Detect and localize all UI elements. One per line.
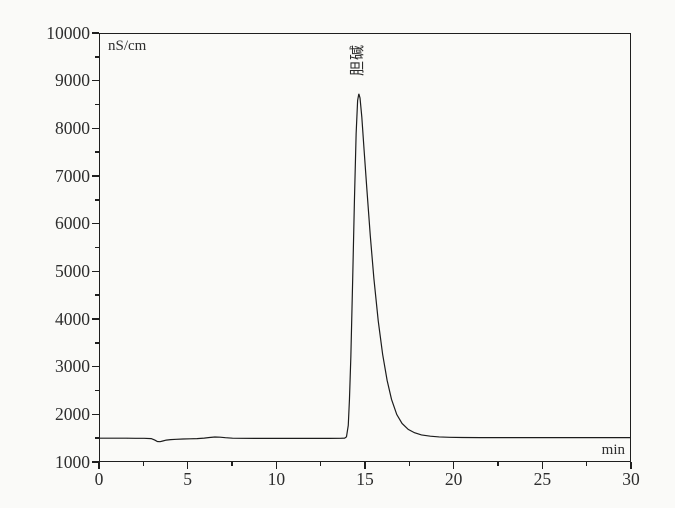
y-minor-tick <box>95 199 99 201</box>
y-major-tick <box>92 365 99 368</box>
y-tick-label: 10000 <box>46 22 90 43</box>
y-major-tick <box>92 127 99 130</box>
x-major-tick <box>452 462 455 469</box>
y-major-tick <box>92 318 99 320</box>
y-major-tick <box>92 222 99 225</box>
y-major-tick <box>92 413 99 416</box>
y-minor-tick <box>95 389 99 392</box>
x-tick-label: 15 <box>356 469 374 489</box>
y-major-tick <box>92 175 99 177</box>
plot-area: nS/cm min <box>99 33 631 462</box>
x-tick-label: 30 <box>622 469 640 489</box>
x-major-tick <box>186 462 189 469</box>
x-minor-tick <box>408 462 411 466</box>
y-minor-tick <box>95 294 99 296</box>
x-tick-label: 20 <box>444 469 463 489</box>
x-minor-tick <box>231 462 233 466</box>
x-minor-tick <box>142 462 145 466</box>
x-major-tick <box>630 462 632 469</box>
x-major-tick <box>541 462 544 469</box>
y-minor-tick <box>95 246 99 249</box>
y-minor-tick <box>95 342 99 344</box>
y-tick-label: 7000 <box>55 165 90 186</box>
y-tick-label: 8000 <box>55 117 90 138</box>
y-major-tick <box>92 270 99 273</box>
x-major-tick <box>275 462 278 469</box>
trace-polyline <box>100 93 630 443</box>
y-tick-label: 1000 <box>55 451 90 472</box>
x-axis-unit-label: min <box>601 442 625 458</box>
y-minor-tick <box>95 103 99 106</box>
y-tick-label: 5000 <box>55 260 90 281</box>
chromatogram-trace <box>100 93 630 443</box>
y-minor-tick <box>95 437 99 439</box>
y-tick-label: 6000 <box>55 213 90 234</box>
y-major-tick <box>92 461 99 463</box>
y-major-tick <box>92 32 99 34</box>
x-tick-label: 5 <box>183 469 193 489</box>
y-minor-tick <box>95 56 99 58</box>
x-minor-tick <box>319 462 322 466</box>
x-minor-tick <box>497 462 499 466</box>
x-tick-label: 25 <box>533 469 552 489</box>
peak-annotation-label: 胆碱 <box>349 44 366 77</box>
y-tick-label: 4000 <box>55 308 90 329</box>
y-minor-tick <box>95 151 99 153</box>
x-tick-label: 10 <box>267 469 286 489</box>
y-tick-label: 2000 <box>55 403 90 424</box>
x-tick-label: 0 <box>94 469 104 489</box>
y-major-tick <box>92 79 99 82</box>
x-major-tick <box>364 462 366 469</box>
y-tick-label: 3000 <box>55 356 90 377</box>
x-minor-tick <box>585 462 588 466</box>
y-tick-label: 9000 <box>55 70 90 91</box>
x-major-tick <box>98 462 100 469</box>
y-axis-unit-label: nS/cm <box>108 38 147 54</box>
